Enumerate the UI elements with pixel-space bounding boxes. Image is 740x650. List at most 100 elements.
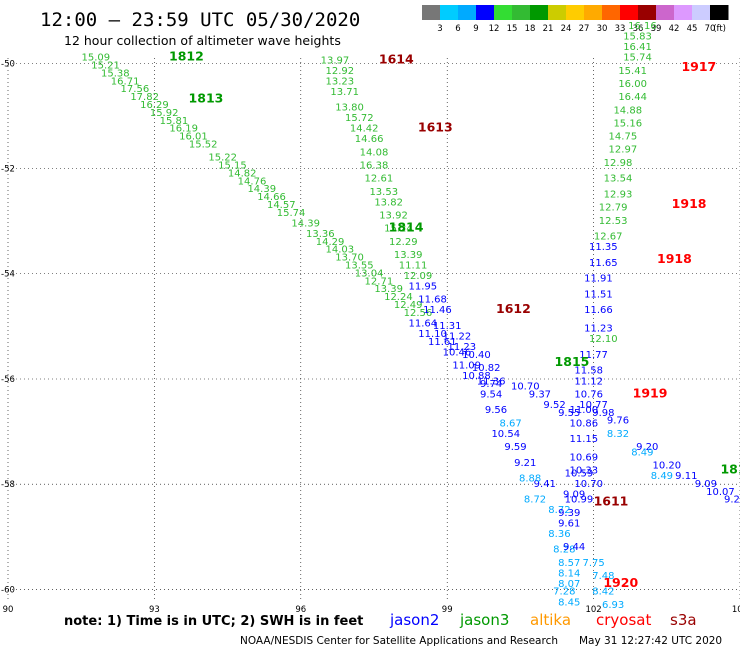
legend-altika: altika bbox=[530, 611, 571, 629]
wave-height-value: 10.33 bbox=[570, 466, 599, 477]
colorbar-swatch bbox=[440, 5, 459, 20]
wave-height-value: 16.71 bbox=[111, 76, 140, 87]
timestamp-text: May 31 12:27:42 UTC 2020 bbox=[579, 635, 722, 647]
wave-height-value: 15.41 bbox=[618, 66, 647, 77]
colorbar-swatch bbox=[620, 5, 639, 20]
wave-height-value: 11.51 bbox=[584, 289, 613, 300]
colorbar-label: 3 bbox=[437, 24, 442, 34]
pass-time-label: 1918 bbox=[657, 251, 692, 266]
wave-height-value: 10.69 bbox=[570, 453, 599, 464]
x-tick-label: 99 bbox=[442, 605, 453, 615]
wave-height-value: 10.82 bbox=[472, 363, 501, 374]
y-tick-label: -50 bbox=[1, 59, 15, 69]
wave-height-value: 9.39 bbox=[558, 508, 580, 519]
wave-height-value: 15.52 bbox=[189, 139, 218, 150]
note-text: note: 1) Time is in UTC; 2) SWH is in fe… bbox=[64, 614, 363, 629]
pass-time-label: 1813 bbox=[189, 91, 224, 106]
wave-height-value: 8.49 bbox=[631, 447, 653, 458]
wave-height-value: 11.64 bbox=[408, 318, 437, 329]
y-tick-label: -58 bbox=[1, 480, 15, 490]
wave-height-value: 14.76 bbox=[238, 176, 267, 187]
wave-height-value: 9.44 bbox=[563, 542, 585, 553]
colorbar-swatch bbox=[548, 5, 567, 20]
wave-height-value: 11.68 bbox=[418, 295, 447, 306]
wave-height-value: 11.95 bbox=[408, 282, 437, 293]
wave-height-value: 7.48 bbox=[592, 571, 614, 582]
wave-height-value: 15.38 bbox=[101, 68, 130, 79]
colorbar-swatch bbox=[566, 5, 585, 20]
wave-height-value: 11.91 bbox=[584, 274, 613, 285]
colorbar-label: 15 bbox=[507, 24, 518, 34]
wave-height-value: 10.76 bbox=[574, 389, 603, 400]
colorbar-swatch bbox=[692, 5, 711, 20]
wave-height-value: 9.20 bbox=[636, 442, 658, 453]
wave-height-value: 9.52 bbox=[543, 400, 565, 411]
wave-height-value: 11.35 bbox=[589, 242, 618, 253]
chart-title: 12:00 – 23:59 UTC 05/30/2020 bbox=[40, 9, 360, 31]
pass-time-label: 1812 bbox=[169, 49, 204, 64]
wave-height-value: 13.70 bbox=[335, 253, 364, 264]
wave-height-value: 10.46 bbox=[443, 347, 472, 358]
colorbar-swatch bbox=[422, 5, 441, 20]
wave-height-value: 12.97 bbox=[609, 145, 638, 156]
wave-height-value: 12.93 bbox=[604, 189, 633, 200]
wave-height-value: 14.03 bbox=[326, 245, 355, 256]
colorbar-label: 42 bbox=[669, 24, 680, 34]
data-marks: 15.0915.2115.3816.7117.5617.8216.2915.92… bbox=[82, 21, 740, 611]
wave-height-value: 14.88 bbox=[613, 105, 642, 116]
wave-height-value: 9.76 bbox=[607, 416, 629, 427]
wave-height-value: 15.81 bbox=[160, 116, 189, 127]
wave-height-value: 13.54 bbox=[604, 174, 633, 185]
colorbar-label: 18 bbox=[525, 24, 536, 34]
wave-height-value: 9.28 bbox=[724, 495, 740, 506]
wave-height-value: 9.54 bbox=[480, 389, 502, 400]
pass-time-label: 1611 bbox=[594, 493, 629, 508]
wave-height-value: 11.22 bbox=[443, 332, 472, 343]
wave-height-value: 9.37 bbox=[529, 389, 551, 400]
pass-time-label: 1613 bbox=[418, 120, 453, 135]
wave-height-value: 15.09 bbox=[82, 53, 111, 64]
wave-height-value: 15.92 bbox=[150, 108, 179, 119]
wave-height-value: 11.61 bbox=[428, 337, 457, 348]
wave-height-value: 15.15 bbox=[218, 161, 247, 172]
wave-height-value: 8.07 bbox=[558, 579, 580, 590]
wave-height-value: 11.23 bbox=[584, 324, 613, 335]
wave-height-value: 8.28 bbox=[553, 545, 575, 556]
wave-height-value: 10.54 bbox=[491, 429, 520, 440]
pass-time-labels: 1812 1813 1814 1815 1614 1613 1612 1611 1917 1918… bbox=[169, 49, 740, 590]
colorbar-label: 9 bbox=[473, 24, 478, 34]
wave-height-value: 15.16 bbox=[613, 118, 642, 129]
colorbar-label: 33 bbox=[615, 24, 626, 34]
wave-height-value: 16.19 bbox=[169, 124, 198, 135]
wave-height-value: 14.57 bbox=[267, 200, 296, 211]
wave-height-value: 16.16 bbox=[628, 21, 657, 32]
wave-height-value: 9.21 bbox=[514, 458, 536, 469]
wave-height-value: 10.70 bbox=[511, 382, 540, 393]
wave-height-value: 9.09 bbox=[563, 489, 585, 500]
wave-height-value: 9.61 bbox=[558, 518, 580, 529]
plot-area: 90939699102105-50-52-54-56-58-60 15.0915… bbox=[1, 21, 740, 615]
wave-height-value: 11.10 bbox=[418, 329, 447, 340]
wave-height-value: 16.29 bbox=[140, 100, 169, 111]
wave-height-value: 11.46 bbox=[423, 305, 452, 316]
wave-height-value: 13.23 bbox=[326, 76, 355, 87]
wave-height-value: 9.74 bbox=[480, 379, 502, 390]
colorbar-unit: (ft) bbox=[713, 24, 726, 34]
wave-height-value: 11.77 bbox=[579, 350, 608, 361]
wave-height-value: 8.57 bbox=[558, 558, 580, 569]
wave-height-value: 11.00 bbox=[570, 405, 599, 416]
wave-height-value: 13.39 bbox=[374, 284, 403, 295]
wave-height-value: 14.66 bbox=[257, 192, 286, 203]
wave-height-value: 16.01 bbox=[179, 132, 208, 143]
colorbar-label: 12 bbox=[489, 24, 500, 34]
wave-height-value: 8.67 bbox=[500, 418, 522, 429]
wave-height-value: 12.09 bbox=[404, 271, 433, 282]
wave-height-value: 13.80 bbox=[335, 103, 364, 114]
wave-height-value: 9.59 bbox=[504, 442, 526, 453]
wave-height-value: 12.10 bbox=[589, 334, 618, 345]
colorbar-swatch bbox=[512, 5, 531, 20]
pass-time-label: 1920 bbox=[603, 575, 638, 590]
wave-height-value: 15.74 bbox=[623, 53, 652, 64]
